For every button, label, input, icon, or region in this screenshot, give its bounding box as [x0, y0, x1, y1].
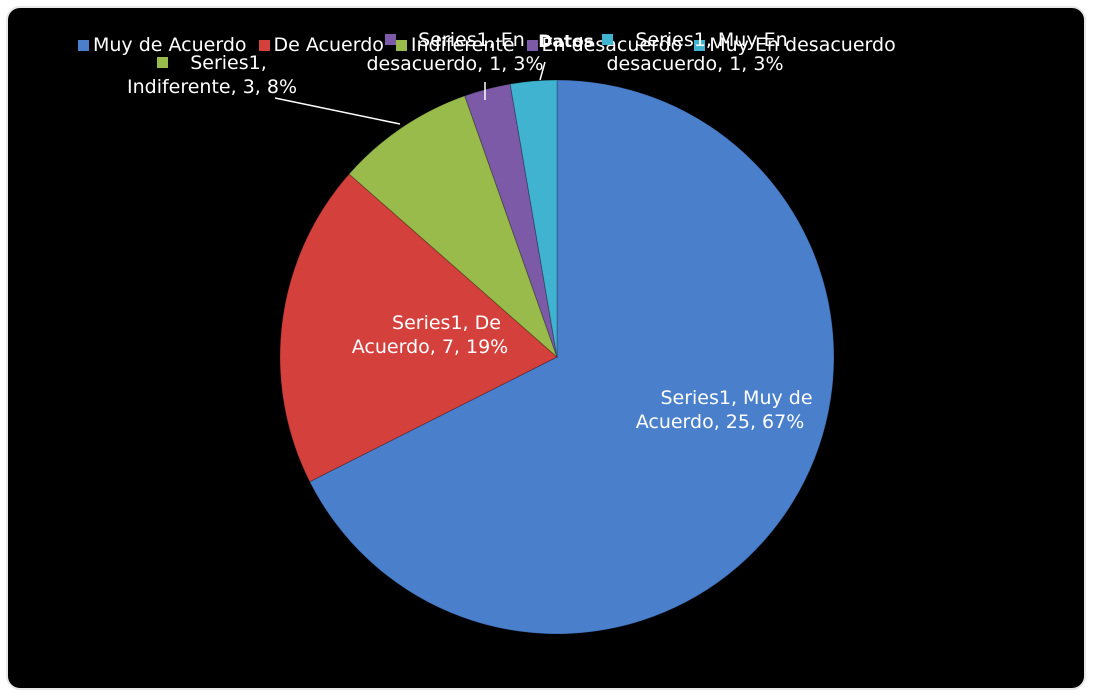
legend-swatch — [395, 40, 407, 51]
legend-swatch — [694, 40, 706, 51]
data-label: Series1, Indiferente, 3, 8% — [112, 51, 312, 99]
chart-title: Datos — [538, 32, 594, 52]
legend-label: Indiferente — [410, 34, 515, 56]
data-label-text: Series1, Muy de Acuerdo, 25, 67% — [635, 387, 813, 433]
label-swatch — [627, 392, 639, 403]
label-swatch — [157, 57, 169, 68]
legend-label: De Acuerdo — [273, 34, 384, 56]
data-label: Series1, En desacuerdo, 1, 3% — [350, 28, 560, 76]
leader-line — [539, 61, 546, 81]
pie-slice — [279, 173, 558, 483]
legend-label: Muy En desacuerdo — [709, 34, 896, 56]
legend-entry: En desacuerdo — [526, 34, 683, 56]
label-swatch — [359, 317, 371, 328]
data-label: Series1, De Acuerdo, 7, 19% — [335, 311, 525, 359]
data-label-text: Series1, De Acuerdo, 7, 19% — [351, 312, 509, 358]
leader-line — [274, 97, 401, 125]
legend-entry: Muy de Acuerdo — [78, 34, 247, 56]
pie-slice — [308, 79, 835, 635]
legend-label: En desacuerdo — [541, 34, 683, 56]
data-label-text: Series1, Indiferente, 3, 8% — [126, 52, 298, 98]
legend-entry: Muy En desacuerdo — [694, 34, 896, 56]
legend: Muy de Acuerdo De Acuerdo Indiferente En de… — [78, 34, 896, 56]
data-label: Series1, Muy de Acuerdo, 25, 67% — [600, 386, 840, 434]
pie-slice — [509, 79, 558, 358]
pie-slice — [348, 95, 559, 359]
legend-entry: De Acuerdo — [258, 34, 384, 56]
data-label-text: Series1, Muy En desacuerdo, 1, 3% — [606, 29, 788, 75]
label-swatch — [602, 34, 614, 45]
legend-entry: Indiferente — [395, 34, 515, 56]
legend-swatch — [78, 40, 89, 51]
label-swatch — [385, 34, 397, 45]
data-label-text: Series1, En desacuerdo, 1, 3% — [366, 29, 544, 75]
data-label: Series1, Muy En desacuerdo, 1, 3% — [590, 28, 800, 76]
legend-swatch — [526, 40, 538, 51]
legend-swatch — [258, 40, 270, 51]
legend-label: Muy de Acuerdo — [93, 34, 247, 56]
pie-slice — [464, 83, 558, 358]
